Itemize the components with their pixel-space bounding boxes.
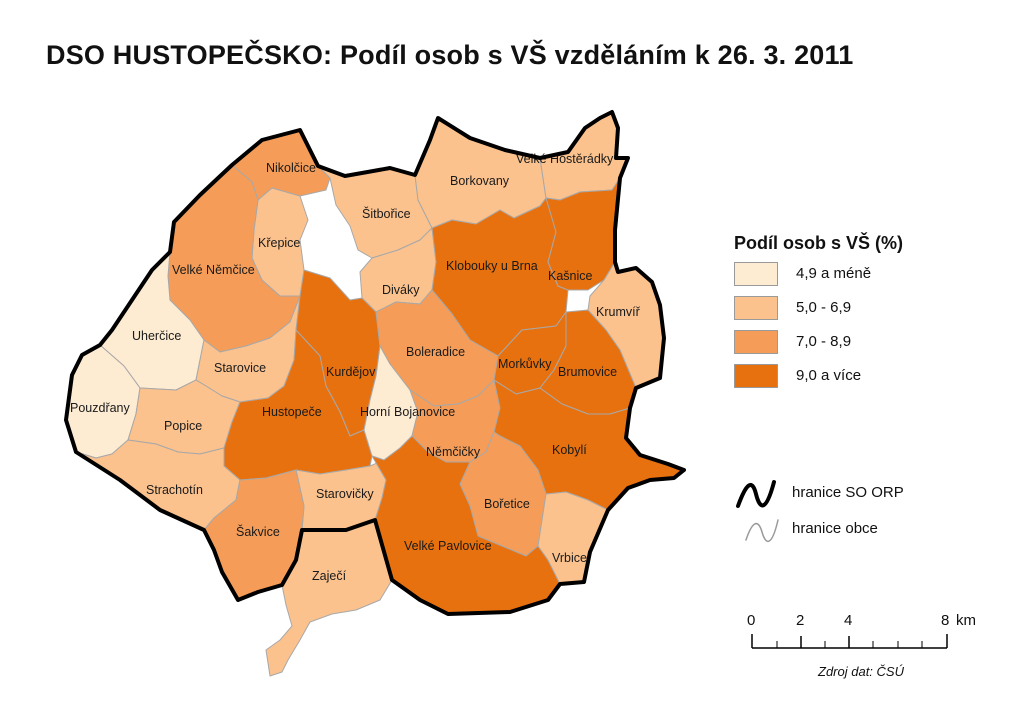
municipality-label-velke-pavlovice: Velké Pavlovice	[404, 539, 492, 553]
legend-swatch	[734, 296, 778, 320]
municipality-label-velke-hosteradky: Velké Hostěrádky	[516, 152, 614, 166]
legend-label: 9,0 a více	[796, 367, 862, 384]
municipality-borkovany	[414, 117, 547, 229]
municipality-label-vrbice: Vrbice	[552, 551, 587, 565]
municipality-label-boretice: Bořetice	[484, 497, 530, 511]
scale-tick-0: 0	[747, 612, 756, 629]
municipality-label-kobyli: Kobylí	[552, 443, 587, 457]
municipality-label-strachotin: Strachotín	[146, 483, 203, 497]
data-source: Zdroj dat: ČSÚ	[818, 664, 904, 679]
municipality-label-pouzdrany: Pouzdřany	[70, 401, 131, 415]
municipality-label-starovicky: Starovičky	[316, 487, 374, 501]
municipality-label-morkuvky: Morkůvky	[498, 357, 552, 371]
municipality-label-krumvir: Krumvíř	[596, 305, 641, 319]
scale-tick-2: 2	[796, 612, 805, 629]
municipality-label-brumovice: Brumovice	[558, 365, 617, 379]
municipality-label-popice: Popice	[164, 419, 202, 433]
municipality-label-nemcicky: Němčičky	[426, 445, 481, 459]
orp-boundary	[64, 110, 686, 616]
legend-swatch	[734, 364, 778, 388]
municipality-label-sitborice: Šitbořice	[362, 206, 411, 221]
obce-line-symbol	[745, 519, 779, 542]
legend-label: 4,9 a méně	[796, 265, 872, 282]
map-title: DSO HUSTOPEČSKO: Podíl osob s VŠ vzdělán…	[46, 40, 854, 70]
municipality-layer	[65, 111, 685, 677]
legend-swatch	[734, 262, 778, 286]
municipality-label-sakvice: Šakvice	[236, 524, 280, 539]
legend-title: Podíl osob s VŠ (%)	[734, 233, 904, 253]
scale-tick-4: 4	[844, 612, 853, 629]
municipality-label-horni-bojanovice: Horní Bojanovice	[360, 405, 455, 419]
municipality-label-klobouky-u-brna: Klobouky u Brna	[446, 259, 538, 273]
municipality-label-kurdejov: Kurdějov	[326, 365, 376, 379]
municipality-label-hustopece: Hustopeče	[262, 405, 322, 419]
municipality-label-divaky: Diváky	[382, 283, 420, 297]
municipality-label-zajeci: Zaječí	[312, 569, 347, 583]
legend-label: 5,0 - 6,9	[796, 299, 852, 316]
legend-label: 7,0 - 8,9	[796, 333, 852, 350]
municipality-label-nikolcice: Nikolčice	[266, 161, 316, 175]
municipality-label-velke-nemcice: Velké Němčice	[172, 263, 255, 277]
orp-line-symbol	[736, 480, 776, 508]
label-layer: Nikolčice Šitbořice Borkovany Velké Hostěrá…	[70, 152, 641, 583]
scale-bar	[751, 634, 948, 649]
legend-orp-label: hranice SO ORP	[792, 484, 904, 501]
legend-swatch	[734, 330, 778, 354]
scale-unit: km	[956, 612, 976, 629]
legend-line-symbols	[736, 480, 779, 542]
scale-tick-8: 8	[941, 612, 950, 629]
municipality-label-uhercice: Uherčice	[132, 329, 181, 343]
municipality-label-starovice: Starovice	[214, 361, 266, 375]
municipality-label-borkovany: Borkovany	[450, 174, 510, 188]
municipality-label-kasnice: Kašnice	[548, 269, 593, 283]
legend-obce-label: hranice obce	[792, 520, 878, 537]
municipality-label-boleradice: Boleradice	[406, 345, 465, 359]
municipality-label-krepice: Křepice	[258, 236, 300, 250]
